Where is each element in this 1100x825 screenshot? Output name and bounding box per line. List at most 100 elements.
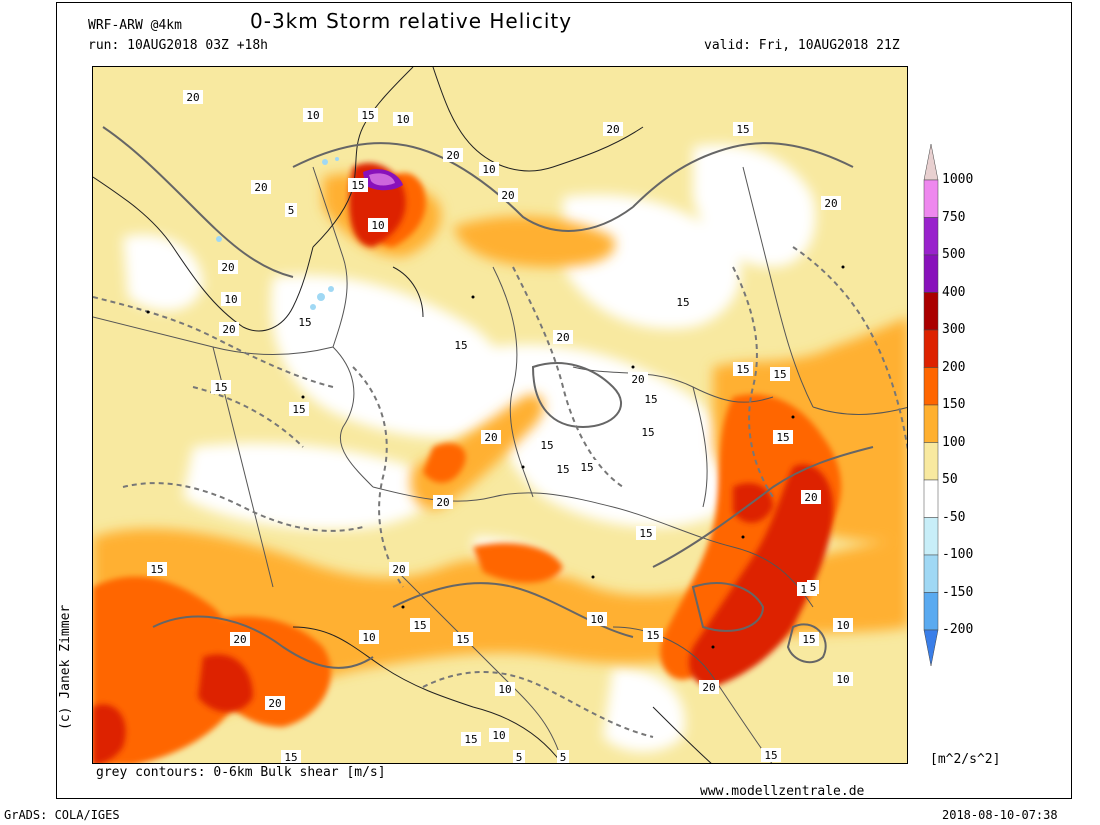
contour-label: 15: [770, 367, 790, 381]
contour-label: 20: [183, 90, 203, 104]
svg-text:15: 15: [292, 403, 305, 416]
contour-label: 20: [801, 490, 821, 504]
svg-text:20: 20: [221, 261, 234, 274]
legend-box: [923, 404, 939, 443]
legend-label: -200: [942, 622, 974, 637]
contour-label: 20: [433, 495, 453, 509]
svg-text:10: 10: [224, 293, 237, 306]
contour-label: 20: [603, 122, 623, 136]
valid-label: valid: Fri, 10AUG2018 21Z: [704, 38, 900, 53]
svg-text:10: 10: [482, 163, 495, 176]
legend-box: [923, 217, 939, 256]
legend-label: -100: [942, 547, 974, 562]
legend-label: 50: [942, 472, 958, 487]
contour-label: 15: [295, 315, 315, 329]
svg-text:20: 20: [254, 181, 267, 194]
contour-label: 10: [359, 630, 379, 644]
svg-text:20: 20: [222, 323, 235, 336]
contour-label: 15: [211, 380, 231, 394]
contour-label: 15: [358, 108, 378, 122]
svg-text:15: 15: [802, 633, 815, 646]
contour-label: 10: [587, 612, 607, 626]
contour-label: 15: [537, 438, 557, 452]
contour-label: 10: [479, 162, 499, 176]
contour-label: 15: [636, 526, 656, 540]
legend-box: [923, 592, 939, 631]
legend-box: [923, 179, 939, 218]
svg-text:15: 15: [284, 751, 297, 764]
contour-label: 15: [773, 430, 793, 444]
contour-label: 20: [218, 260, 238, 274]
legend-box: [923, 254, 939, 293]
legend-bottom-arrow: [923, 629, 939, 667]
contour-label: 15: [673, 295, 693, 309]
contour-label: 20: [821, 196, 841, 210]
legend-top-arrow: [923, 143, 939, 181]
svg-text:20: 20: [824, 197, 837, 210]
page-title: 0-3km Storm relative Helicity: [250, 9, 573, 33]
contour-label: 15: [348, 178, 368, 192]
contour-label: 15: [281, 750, 301, 764]
contour-label: 15: [643, 628, 663, 642]
contour-label: 5: [557, 750, 569, 763]
contour-label: 20: [628, 372, 648, 386]
legend-box: [923, 329, 939, 368]
figure-frame: [56, 2, 1072, 799]
contour-label: 10: [221, 292, 241, 306]
svg-text:15: 15: [351, 179, 364, 192]
contour-label: 15: [761, 748, 781, 762]
contour-label: 20: [443, 148, 463, 162]
legend-box: [923, 517, 939, 556]
svg-text:15: 15: [540, 439, 553, 452]
svg-text:15: 15: [150, 563, 163, 576]
contour-label: 20: [219, 322, 239, 336]
contour-label: 5: [285, 203, 297, 217]
contour-label: 20: [498, 188, 518, 202]
svg-text:15: 15: [464, 733, 477, 746]
svg-text:10: 10: [498, 683, 511, 696]
svg-text:15: 15: [644, 393, 657, 406]
legend-label: 500: [942, 247, 966, 262]
legend-label: 150: [942, 397, 966, 412]
svg-text:20: 20: [484, 431, 497, 444]
legend-unit: [m^2/s^2]: [930, 752, 1001, 767]
svg-text:10: 10: [492, 729, 505, 742]
svg-text:5: 5: [288, 204, 295, 217]
svg-text:20: 20: [436, 496, 449, 509]
svg-text:15: 15: [580, 461, 593, 474]
svg-text:15: 15: [556, 463, 569, 476]
svg-text:20: 20: [268, 697, 281, 710]
svg-text:15: 15: [361, 109, 374, 122]
contour-label: 15: [638, 425, 658, 439]
run-label: run: 10AUG2018 03Z +18h: [88, 38, 269, 53]
svg-text:20: 20: [186, 91, 199, 104]
contour-label: 15: [451, 338, 471, 352]
svg-text:10: 10: [836, 673, 849, 686]
svg-text:10: 10: [590, 613, 603, 626]
country-capitals: [146, 265, 845, 649]
legend-colorbar: [923, 143, 939, 667]
legend-box: [923, 479, 939, 518]
contour-label: 20: [265, 696, 285, 710]
svg-text:5: 5: [516, 751, 523, 764]
legend-label: 100: [942, 434, 966, 450]
svg-text:10: 10: [362, 631, 375, 644]
svg-text:15: 15: [736, 363, 749, 376]
svg-text:20: 20: [631, 373, 644, 386]
svg-text:20: 20: [556, 331, 569, 344]
contour-label: 20: [251, 180, 271, 194]
contour-label: 10: [833, 618, 853, 632]
negative-helicity-specks: [216, 157, 339, 310]
svg-text:15: 15: [776, 431, 789, 444]
svg-text:20: 20: [501, 189, 514, 202]
svg-text:15: 15: [298, 316, 311, 329]
contour-label: 15: [147, 562, 167, 576]
color-legend: 1000 750 500 400 300 200 150 100 50 -50 -100 -150 -2…: [920, 140, 1020, 680]
helicity-high-core: [363, 169, 403, 191]
model-label: WRF-ARW @4km: [88, 18, 182, 33]
svg-text:15: 15: [639, 527, 652, 540]
contour-label: 20: [389, 562, 409, 576]
contour-label: 15: [289, 402, 309, 416]
